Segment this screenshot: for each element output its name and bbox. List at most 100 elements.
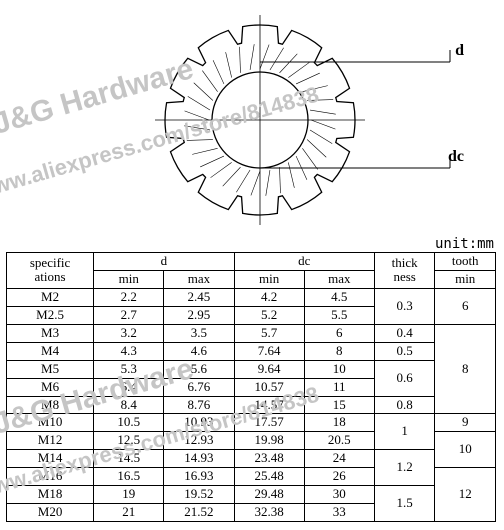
cell-dmax: 2.95 (164, 306, 234, 324)
cell-dcmin: 9.64 (234, 360, 304, 378)
diagram-area: d dc unit:mm (0, 0, 504, 252)
cell-tooth: 9 (435, 414, 496, 432)
cell-dmin: 16.5 (94, 468, 164, 486)
spec-table: specific ations d dc thick ness tooth mi… (6, 252, 496, 522)
cell-dcmax: 24 (304, 450, 374, 468)
cell-thickness: 0.8 (374, 396, 435, 414)
cell-spec: M2 (7, 288, 94, 306)
cell-dmax: 2.45 (164, 288, 234, 306)
header-spec: specific ations (7, 253, 94, 289)
cell-tooth: 8 (435, 324, 496, 414)
cell-dcmax: 11 (304, 378, 374, 396)
cell-dcmax: 5.5 (304, 306, 374, 324)
cell-dmax: 14.93 (164, 450, 234, 468)
header-dc-max: max (304, 270, 374, 288)
header-dc-min: min (234, 270, 304, 288)
cell-dmin: 2.2 (94, 288, 164, 306)
cell-dcmax: 10 (304, 360, 374, 378)
header-tooth-min: min (435, 270, 496, 288)
cell-dcmax: 4.5 (304, 288, 374, 306)
cell-dcmax: 33 (304, 504, 374, 522)
table-row: M10 10.5 10.93 17.57 1819 (7, 414, 496, 432)
cell-dcmin: 7.64 (234, 342, 304, 360)
cell-dcmax: 15 (304, 396, 374, 414)
cell-dmin: 4.3 (94, 342, 164, 360)
header-dc: dc (234, 253, 374, 271)
table-row: M14 14.5 14.93 23.48 241.2 (7, 450, 496, 468)
cell-spec: M2.5 (7, 306, 94, 324)
cell-dcmax: 30 (304, 486, 374, 504)
cell-dcmin: 5.7 (234, 324, 304, 342)
cell-thickness: 0.6 (374, 360, 435, 396)
cell-dmin: 14.5 (94, 450, 164, 468)
cell-dcmin: 19.98 (234, 432, 304, 450)
header-d-min: min (94, 270, 164, 288)
cell-dmin: 3.2 (94, 324, 164, 342)
cell-dcmin: 10.57 (234, 378, 304, 396)
cell-dmin: 21 (94, 504, 164, 522)
cell-spec: M16 (7, 468, 94, 486)
cell-dmax: 19.52 (164, 486, 234, 504)
table-body: M2 2.2 2.45 4.2 4.50.36M2.5 2.7 2.95 5.2… (7, 288, 496, 521)
cell-spec: M14 (7, 450, 94, 468)
cell-dmax: 12.93 (164, 432, 234, 450)
header-d-max: max (164, 270, 234, 288)
cell-dcmin: 4.2 (234, 288, 304, 306)
cell-thickness: 1.2 (374, 450, 435, 486)
table-row: M2 2.2 2.45 4.2 4.50.36 (7, 288, 496, 306)
cell-thickness: 0.5 (374, 342, 435, 360)
cell-tooth: 12 (435, 468, 496, 522)
cell-dmax: 4.6 (164, 342, 234, 360)
cell-dcmax: 20.5 (304, 432, 374, 450)
cell-dmin: 5.3 (94, 360, 164, 378)
cell-dcmin: 32.38 (234, 504, 304, 522)
cell-dmax: 3.5 (164, 324, 234, 342)
cell-dmin: 2.7 (94, 306, 164, 324)
cell-dmin: 12.5 (94, 432, 164, 450)
cell-spec: M6 (7, 378, 94, 396)
table-row: M18 19 19.52 29.48 301.5 (7, 486, 496, 504)
cell-thickness: 1.5 (374, 486, 435, 522)
cell-spec: M10 (7, 414, 94, 432)
cell-dmax: 5.6 (164, 360, 234, 378)
cell-dcmax: 18 (304, 414, 374, 432)
cell-dmax: 21.52 (164, 504, 234, 522)
table-row: M8 8.4 8.76 14.57 150.8 (7, 396, 496, 414)
cell-dmax: 10.93 (164, 414, 234, 432)
cell-dcmin: 14.57 (234, 396, 304, 414)
cell-spec: M3 (7, 324, 94, 342)
cell-dmin: 8.4 (94, 396, 164, 414)
dimension-lines (0, 0, 504, 252)
cell-dmin: 19 (94, 486, 164, 504)
cell-dmax: 8.76 (164, 396, 234, 414)
table-row: M5 5.3 5.6 9.64 100.6 (7, 360, 496, 378)
header-d: d (94, 253, 234, 271)
cell-tooth: 6 (435, 288, 496, 324)
cell-thickness: 1 (374, 414, 435, 450)
cell-dcmin: 23.48 (234, 450, 304, 468)
cell-thickness: 0.4 (374, 324, 435, 342)
cell-dmax: 6.76 (164, 378, 234, 396)
cell-dmin: 6.4 (94, 378, 164, 396)
cell-dmax: 16.93 (164, 468, 234, 486)
cell-spec: M8 (7, 396, 94, 414)
cell-dcmax: 26 (304, 468, 374, 486)
cell-spec: M4 (7, 342, 94, 360)
cell-dcmin: 17.57 (234, 414, 304, 432)
cell-spec: M20 (7, 504, 94, 522)
cell-tooth: 10 (435, 432, 496, 468)
header-tooth: tooth (435, 253, 496, 271)
cell-spec: M18 (7, 486, 94, 504)
cell-dcmax: 8 (304, 342, 374, 360)
cell-thickness: 0.3 (374, 288, 435, 324)
cell-spec: M12 (7, 432, 94, 450)
cell-dmin: 10.5 (94, 414, 164, 432)
header-thickness: thick ness (374, 253, 435, 289)
cell-dcmin: 25.48 (234, 468, 304, 486)
table-row: M3 3.2 3.5 5.7 60.48 (7, 324, 496, 342)
table-row: M4 4.3 4.6 7.64 80.5 (7, 342, 496, 360)
unit-label: unit:mm (435, 236, 494, 252)
cell-spec: M5 (7, 360, 94, 378)
cell-dcmax: 6 (304, 324, 374, 342)
cell-dcmin: 29.48 (234, 486, 304, 504)
